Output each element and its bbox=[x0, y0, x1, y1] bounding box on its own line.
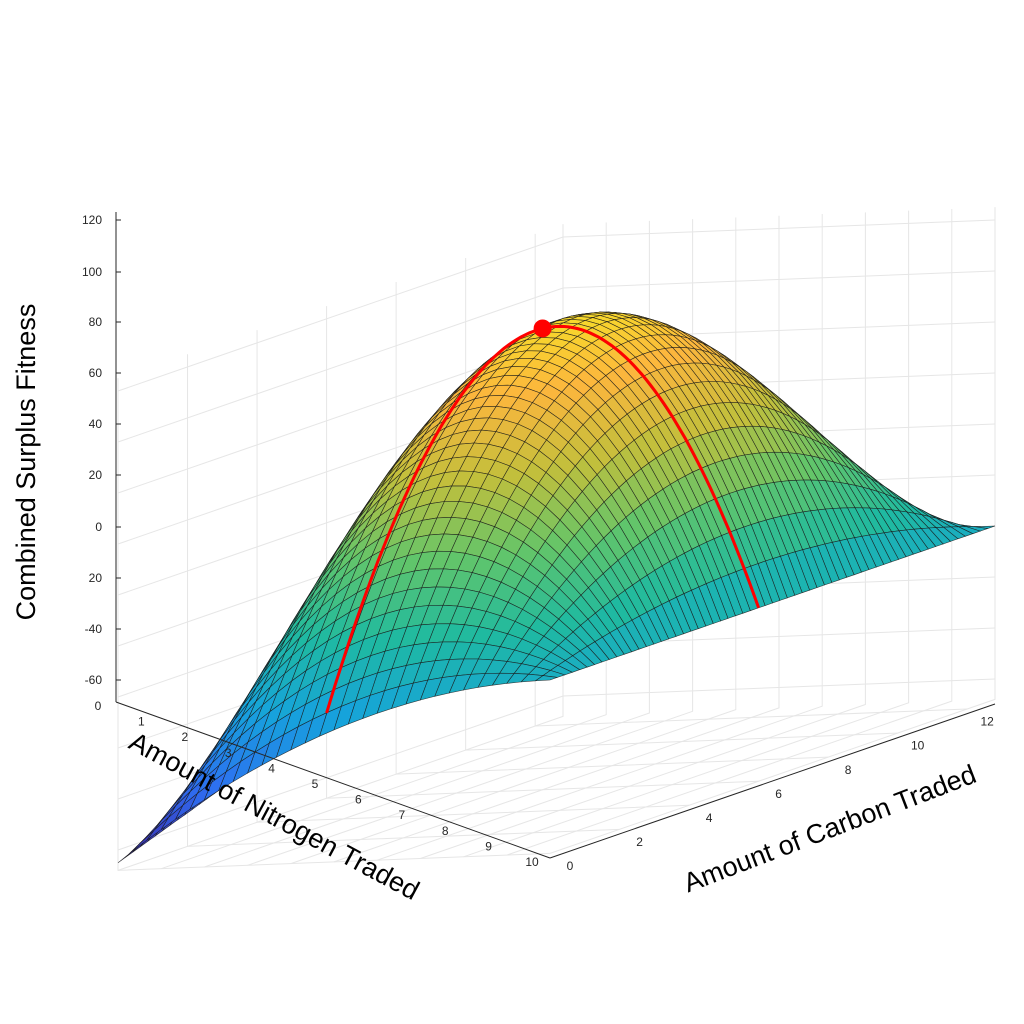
y-tick-label: 2 bbox=[181, 730, 188, 744]
surface-patch bbox=[132, 829, 155, 852]
optimum-marker bbox=[533, 319, 552, 338]
x-tick-label: 6 bbox=[775, 787, 782, 801]
y-tick-label: 7 bbox=[398, 808, 405, 822]
y-gridline bbox=[333, 215, 780, 863]
y-tick-label: 8 bbox=[442, 824, 449, 838]
z-tick-label: 100 bbox=[82, 265, 102, 279]
y-gridline bbox=[420, 212, 866, 859]
x-tick-label: 2 bbox=[636, 835, 643, 849]
y-gridline bbox=[377, 214, 823, 861]
z-tick-label: -60 bbox=[85, 673, 103, 687]
x-axis-line bbox=[549, 703, 996, 859]
y-tick-label: 5 bbox=[312, 777, 319, 791]
z-axis-label: Combined Surplus Fitness bbox=[11, 304, 41, 621]
y-tick-label: 6 bbox=[355, 793, 362, 807]
ridge-overlay bbox=[325, 319, 761, 714]
y-tick-label: 10 bbox=[525, 855, 539, 869]
z-tick-label: 80 bbox=[89, 315, 103, 329]
z-tick-label: 120 bbox=[82, 213, 102, 227]
x-tick-label: 12 bbox=[981, 715, 995, 729]
y-axis-line bbox=[115, 701, 551, 859]
y-tick-label: 1 bbox=[138, 715, 145, 729]
x-tick-label: 10 bbox=[911, 739, 925, 753]
y-tick-label: 4 bbox=[268, 761, 275, 775]
y-gridline bbox=[463, 210, 910, 858]
z-tick-label: 40 bbox=[89, 417, 103, 431]
y-tick-label: 3 bbox=[225, 746, 232, 760]
axes bbox=[115, 212, 996, 859]
axes-grid bbox=[117, 207, 996, 871]
z-tick-label: 0 bbox=[95, 520, 102, 534]
z-tick-label: 60 bbox=[89, 366, 103, 380]
y-tick-label: 0 bbox=[95, 699, 102, 713]
z-tick-label: 20 bbox=[89, 468, 103, 482]
z-tick-label: 20 bbox=[89, 571, 103, 585]
z-tick-label: -40 bbox=[85, 622, 103, 636]
y-tick-label: 9 bbox=[485, 839, 492, 853]
surface-plot bbox=[117, 311, 996, 864]
surface-patch bbox=[534, 675, 558, 682]
x-tick-label: 8 bbox=[845, 763, 852, 777]
x-tick-label: 4 bbox=[706, 811, 713, 825]
y-gridline bbox=[506, 208, 953, 856]
x-tick-label: 0 bbox=[567, 859, 574, 873]
